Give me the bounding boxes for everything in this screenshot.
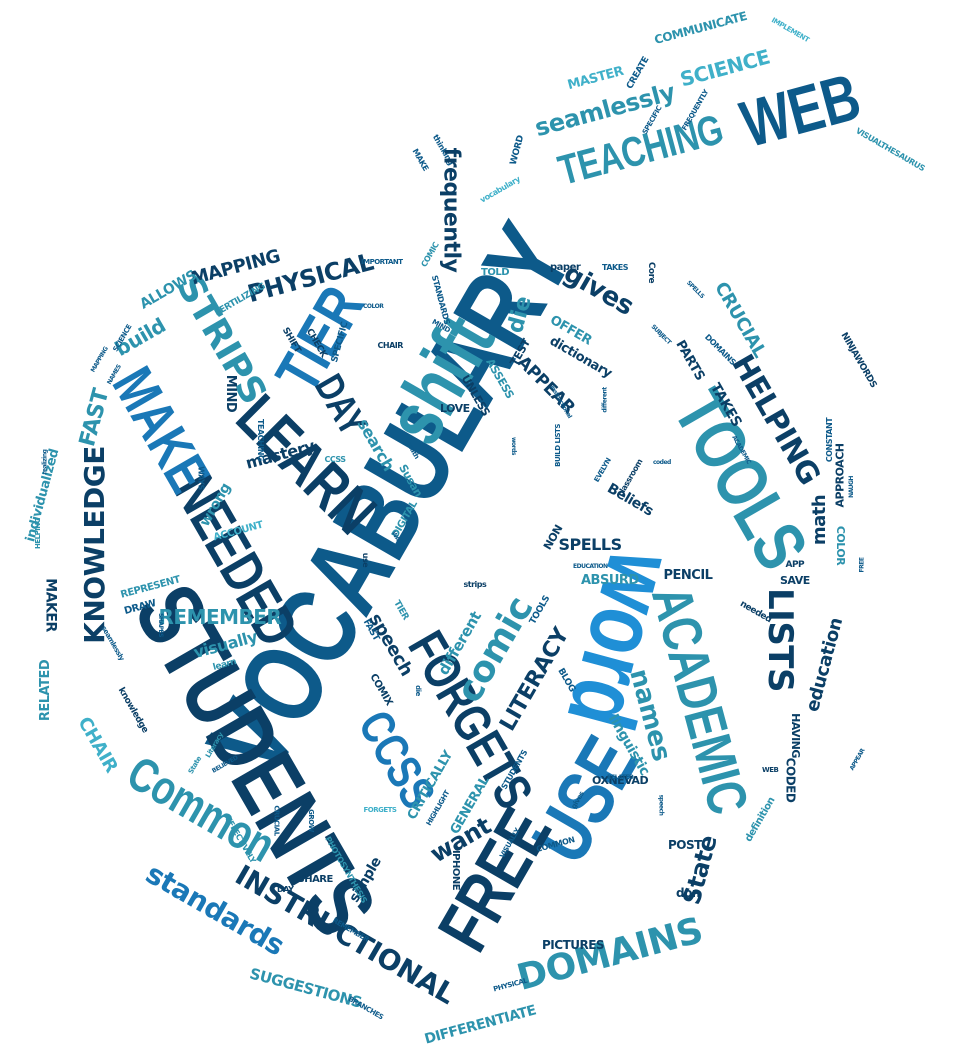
cloud-word: use	[361, 552, 371, 568]
cloud-word: MASTER	[565, 63, 625, 93]
cloud-word: speech	[656, 794, 664, 816]
cloud-word: WAYS	[196, 466, 206, 490]
cloud-word: don	[676, 886, 700, 900]
cloud-word: APPEAR	[848, 747, 867, 772]
cloud-word: LOVE	[440, 401, 470, 415]
cloud-word: EDUCATION	[573, 563, 608, 570]
cloud-word: frequently	[437, 147, 463, 273]
cloud-word: COLOR	[833, 525, 847, 565]
cloud-word: MAPPING	[89, 345, 110, 374]
cloud-word: PARTS	[672, 337, 708, 383]
cloud-word: TAKES	[602, 263, 628, 272]
cloud-word: ABSURD	[581, 572, 639, 588]
cloud-word: different	[601, 387, 609, 413]
cloud-word: WEB	[733, 58, 868, 162]
cloud-word: DAY	[277, 885, 294, 894]
cloud-word: coded	[653, 459, 671, 466]
cloud-word: SUGGESTIONS	[247, 963, 364, 1012]
cloud-word: math	[809, 494, 831, 546]
cloud-word: DOMAINS	[512, 910, 708, 999]
cloud-word: APPROACH	[833, 443, 847, 507]
cloud-word: BUILD LISTS	[553, 423, 562, 467]
cloud-word: SAVE	[780, 573, 810, 587]
cloud-word: LISTS	[759, 588, 800, 692]
cloud-word: REMEMBER	[158, 605, 282, 629]
cloud-word: paper	[550, 262, 581, 273]
cloud-word: TEACHING	[255, 419, 265, 461]
cloud-word: MIND	[222, 374, 238, 412]
cloud-word: COMMUNICATE	[652, 8, 748, 48]
cloud-word: MAKE	[410, 147, 431, 173]
cloud-word: SHARE	[297, 874, 334, 885]
cloud-word: TOLD	[481, 267, 510, 278]
cloud-word: RELATED	[37, 659, 53, 721]
cloud-word: PICTURES	[542, 938, 605, 952]
cloud-word: knowledge	[115, 685, 150, 735]
cloud-word: VISUALTHESAURUS	[854, 126, 927, 173]
cloud-word: HAVING	[788, 712, 802, 758]
cloud-word: SPELLS	[685, 279, 706, 300]
cloud-word: WORD	[508, 134, 527, 166]
cloud-word: COMIX	[366, 671, 394, 708]
cloud-word: CHAIR	[73, 713, 122, 777]
cloud-word: GROW	[306, 808, 315, 832]
cloud-word: vocabulary	[477, 174, 522, 205]
cloud-word: HELPING	[33, 517, 42, 549]
cloud-word: IPHONE	[450, 849, 462, 891]
cloud-word: die	[413, 684, 422, 696]
cloud-word: POST	[668, 838, 702, 852]
cloud-word: FORGETS	[363, 805, 397, 814]
cloud-word: education	[802, 615, 848, 715]
cloud-word: SHAPES	[156, 613, 164, 637]
cloud-word: IMPLEMENT	[770, 15, 811, 44]
cloud-word: IMPORTANT	[361, 257, 403, 266]
cloud-word: CONSTANT	[825, 417, 835, 463]
cloud-word: NINJAWORDS	[838, 330, 879, 390]
cloud-word: DIFFERENTIATE	[422, 1002, 538, 1048]
cloud-word: strips	[463, 580, 487, 589]
cloud-word: DOMAINS	[702, 332, 738, 367]
cloud-word: EVELYN	[592, 456, 613, 484]
cloud-word: MAKER	[42, 578, 59, 632]
cloud-word: OXNEVAD	[592, 773, 649, 787]
cloud-word: CHAIR	[377, 341, 404, 350]
cloud-word: CODED	[782, 757, 797, 803]
cloud-word: NAUGH	[847, 476, 855, 498]
cloud-word: CRUCIAL	[272, 804, 281, 836]
cloud-word: SUBJECT	[649, 323, 672, 346]
cloud-word: SPELLS	[558, 535, 623, 554]
cloud-word: COLOR	[363, 303, 384, 310]
cloud-word: WEB	[762, 765, 779, 774]
cloud-word: Beliefs	[604, 480, 656, 520]
cloud-word: RELATED	[607, 774, 634, 781]
cloud-word: FREE	[857, 557, 865, 573]
cloud-word: FAST	[75, 386, 115, 450]
cloud-word: PENCIL	[663, 567, 713, 583]
cloud-word: words	[510, 437, 517, 455]
cloud-word: COMIC	[418, 240, 441, 269]
cloud-word: APP	[785, 559, 805, 570]
cloud-word: CCSS	[324, 455, 347, 464]
cloud-word: KNOWLEDGE	[77, 446, 111, 644]
cloud-word: Core	[645, 261, 656, 283]
cloud-word: realizing	[40, 449, 48, 475]
